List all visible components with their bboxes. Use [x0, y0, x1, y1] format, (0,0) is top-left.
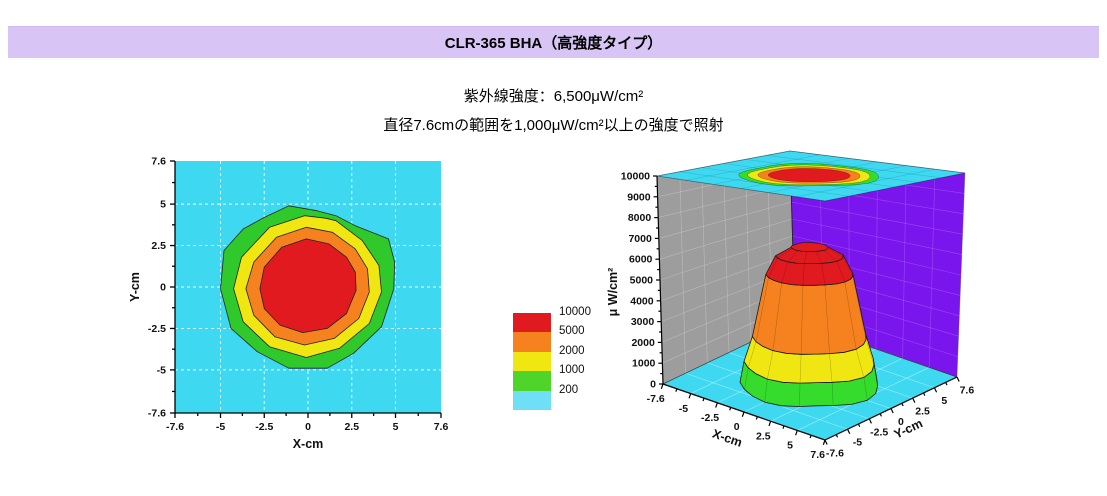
svg-text:4000: 4000: [630, 295, 654, 307]
surface-peak-cap: [790, 241, 829, 252]
svg-text:2000: 2000: [631, 337, 655, 349]
svg-text:0: 0: [898, 416, 904, 428]
legend-entry: 5000: [513, 325, 633, 352]
svg-text:5: 5: [941, 395, 947, 407]
contour-x-axis-title: X-cm: [293, 437, 324, 451]
subtitle-block: 紫外線強度：6,500μW/cm² 直径7.6cmの範囲を1,000μW/cm²…: [0, 85, 1107, 143]
svg-text:-2.5: -2.5: [701, 412, 719, 424]
legend-value: 1000: [559, 364, 585, 377]
svg-text:2.5: 2.5: [915, 406, 930, 418]
svg-text:7000: 7000: [628, 233, 652, 245]
svg-text:1000: 1000: [632, 358, 656, 370]
contour-ring-5000: [259, 238, 357, 334]
svg-text:-7.6: -7.6: [166, 421, 184, 433]
svg-text:8000: 8000: [628, 212, 652, 224]
legend-swatch-10000: [513, 313, 551, 333]
surface-plot-3d: 0 1000 2000 3000 4000 5000 6000 7000 8000 9000 100…: [606, 150, 975, 462]
svg-text:-5: -5: [679, 403, 688, 415]
svg-text:5000: 5000: [630, 275, 654, 287]
svg-text:0: 0: [734, 421, 740, 433]
legend-swatch-5000: [513, 332, 551, 352]
svg-text:-7.6: -7.6: [148, 408, 166, 420]
svg-text:2.5: 2.5: [756, 430, 771, 442]
svg-text:2.5: 2.5: [344, 421, 359, 433]
svg-text:-7.6: -7.6: [826, 447, 844, 459]
legend-entry: 10000: [513, 306, 633, 333]
svg-text:0: 0: [305, 421, 311, 433]
svg-text:10000: 10000: [621, 171, 650, 183]
svg-text:-5: -5: [157, 364, 166, 376]
svg-text:6000: 6000: [629, 254, 653, 266]
svg-text:-2.5: -2.5: [148, 323, 166, 335]
top-contour-ring-5000: [767, 168, 851, 182]
legend-value: 2000: [559, 344, 585, 357]
surface-axes: [653, 175, 960, 445]
svg-text:-2.5: -2.5: [255, 421, 273, 433]
svg-text:5: 5: [160, 199, 166, 211]
surface-z-axis-title: μ W/cm²: [606, 268, 620, 317]
svg-text:7.6: 7.6: [151, 156, 166, 168]
svg-text:5: 5: [393, 421, 399, 433]
svg-text:0: 0: [650, 379, 656, 391]
svg-text:-5: -5: [216, 421, 225, 433]
svg-text:9000: 9000: [627, 191, 651, 203]
contour-plot-2d: -7.6-7.6 -5 -5 -2.5 -2.5 0 0 2.5 2.5 5 5 7.6 7.6 X-cm…: [128, 156, 449, 452]
legend-value: 10000: [559, 306, 591, 318]
top-face-contour: [738, 163, 879, 187]
svg-text:7.6: 7.6: [810, 449, 825, 461]
contour-rings: [220, 205, 396, 369]
subtitle-line-2: 直径7.6cmの範囲を1,000μW/cm²以上の強度で照射: [383, 117, 724, 134]
svg-text:7.6: 7.6: [434, 421, 449, 433]
svg-text:-7.6: -7.6: [647, 393, 665, 405]
svg-text:3000: 3000: [631, 316, 655, 328]
legend-swatch-200: [513, 390, 551, 410]
legend-entry: 2000: [513, 345, 633, 372]
svg-text:7.6: 7.6: [960, 384, 975, 396]
svg-text:0: 0: [160, 282, 166, 294]
legend-swatch-2000: [513, 351, 551, 372]
contour-y-axis-title: Y-cm: [128, 272, 142, 302]
legend-value: 200: [559, 383, 579, 396]
legend-entry: 200: [513, 384, 633, 410]
legend-swatch-1000: [513, 371, 551, 391]
surface-y-axis-title: Y-cm: [892, 416, 925, 441]
svg-text:2.5: 2.5: [151, 240, 166, 252]
legend-value: 5000: [559, 325, 585, 338]
subtitle-line-1: 紫外線強度：6,500μW/cm²: [463, 88, 644, 105]
svg-text:-5: -5: [853, 437, 862, 449]
contour-tick-labels: -7.6-7.6 -5 -5 -2.5 -2.5 0 0 2.5 2.5 5 5 7.6 7.6: [148, 156, 449, 434]
intensity-legend: 10000 5000 2000 1000 200: [513, 306, 633, 410]
legend-entry: 1000: [513, 364, 633, 391]
title-banner: CLR-365 BHA（高強度タイプ）: [8, 26, 1099, 58]
page-title: CLR-365 BHA（高強度タイプ）: [444, 35, 663, 52]
svg-text:-2.5: -2.5: [870, 426, 888, 438]
surface-axis-labels: 0 1000 2000 3000 4000 5000 6000 7000 8000 9000 100…: [621, 171, 975, 462]
contour-axes: [170, 160, 442, 418]
svg-text:5: 5: [787, 440, 793, 452]
surface-bell: [739, 241, 879, 407]
